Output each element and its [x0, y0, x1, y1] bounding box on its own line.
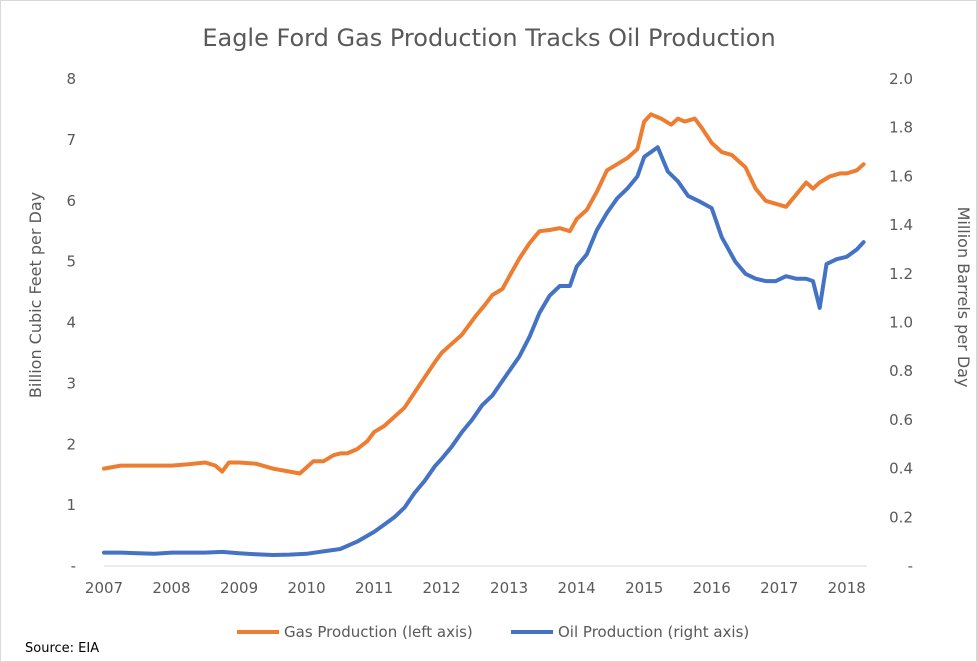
- y-right-tick-label: -: [908, 557, 913, 575]
- y-left-tick-label: 5: [66, 253, 76, 271]
- chart-title: Eagle Ford Gas Production Tracks Oil Pro…: [202, 24, 775, 52]
- y-left-tick-label: 4: [66, 314, 76, 332]
- x-tick-label: 2007: [85, 579, 123, 597]
- legend-item-oil: Oil Production (right axis): [511, 623, 749, 641]
- y-right-tick-label: 1.2: [889, 265, 913, 283]
- legend-label-gas: Gas Production (left axis): [284, 623, 473, 641]
- series-line-gas: [102, 112, 866, 476]
- x-tick-label: 2011: [355, 579, 393, 597]
- x-axis: 2007 2008 2009 2010 2011 2012 2013 2014 2015 2016…: [85, 565, 867, 597]
- y-right-tick-label: 0.4: [889, 460, 913, 478]
- x-tick-label: 2013: [490, 579, 528, 597]
- x-tick-label: 2010: [287, 579, 325, 597]
- y-right-tick-label: 1.6: [889, 167, 913, 185]
- x-tick-label: 2009: [220, 579, 258, 597]
- legend: Gas Production (left axis) Oil Productio…: [237, 623, 749, 641]
- y-right-tick-label: 2.0: [889, 70, 913, 88]
- y-left-tick-label: 6: [66, 192, 76, 210]
- source-note: Source: EIA: [25, 641, 99, 656]
- x-tick-label: 2008: [152, 579, 190, 597]
- y-right-tick-label: 1.8: [889, 119, 913, 137]
- y-right-tick-label: 1.0: [889, 314, 913, 332]
- y-left-tick-label: 3: [66, 374, 76, 392]
- y-left-tick-label: -: [71, 557, 76, 575]
- y-left-tick-label: 7: [66, 131, 76, 149]
- y-axis-right-title: Million Barrels per Day: [954, 207, 973, 388]
- y-right-tick-label: 0.6: [889, 411, 913, 429]
- legend-label-oil: Oil Production (right axis): [558, 623, 749, 641]
- x-tick-label: 2015: [625, 579, 663, 597]
- series-line-oil: [102, 145, 866, 557]
- x-tick-label: 2018: [828, 579, 866, 597]
- y-axis-left-title: Billion Cubic Feet per Day: [26, 192, 45, 398]
- x-tick-label: 2012: [423, 579, 461, 597]
- y-right-tick-label: 0.2: [889, 508, 913, 526]
- y-right-tick-label: 1.4: [889, 216, 913, 234]
- series-group: [102, 112, 866, 557]
- x-tick-label: 2016: [693, 579, 731, 597]
- x-tick-label: 2014: [558, 579, 596, 597]
- y-left-tick-label: 2: [66, 435, 76, 453]
- y-right-tick-label: 0.8: [889, 362, 913, 380]
- legend-item-gas: Gas Production (left axis): [237, 623, 473, 641]
- y-left-tick-label: 8: [66, 70, 76, 88]
- y-axis-left: - 1 2 3 4 5 6 7 8: [66, 70, 76, 575]
- y-left-tick-label: 1: [66, 496, 76, 514]
- y-axis-right: - 0.2 0.4 0.6 0.8 1.0 1.2 1.4 1.6 1.8 2.0: [889, 70, 913, 575]
- x-tick-label: 2017: [760, 579, 798, 597]
